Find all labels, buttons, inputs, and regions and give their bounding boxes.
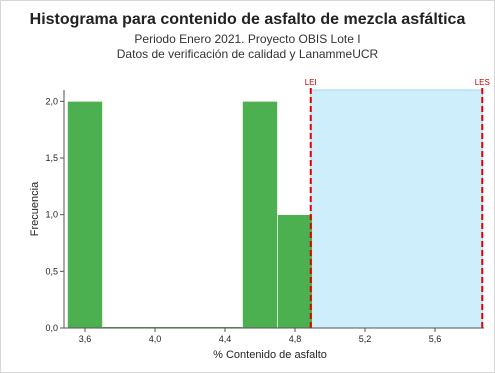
x-tick-label-4: 5,2 <box>359 334 372 344</box>
y-axis-label: Frecuencia <box>29 181 41 236</box>
limit-label-les: LES <box>475 78 490 87</box>
x-tick-label-2: 4,4 <box>219 334 232 344</box>
limit-label-lei: LEI <box>305 78 317 87</box>
chart-title: Histograma para contenido de asfalto de … <box>29 11 466 28</box>
x-tick-label-1: 4,0 <box>149 334 162 344</box>
y-tick-label-1: 0,5 <box>45 266 58 276</box>
histogram-bar-0 <box>67 101 103 329</box>
y-tick-label-0: 0,0 <box>45 323 58 333</box>
y-tick-label-3: 1,5 <box>45 153 58 163</box>
x-tick-label-5: 5,6 <box>429 334 442 344</box>
spec-zone-region <box>310 89 483 329</box>
chart-subtitle-2: Datos de verificación de calidad y Lanam… <box>116 47 379 61</box>
histogram-bar-5 <box>242 101 278 329</box>
x-axis-label: % Contenido de asfalto <box>213 349 327 361</box>
histogram-bar-6 <box>277 214 313 329</box>
x-tick-label-3: 4,8 <box>289 334 302 344</box>
x-tick-label-0: 3,6 <box>79 334 92 344</box>
y-tick-label-4: 2,0 <box>45 96 58 106</box>
chart-subtitle-1: Periodo Enero 2021. Proyecto OBIS Lote I <box>134 32 361 46</box>
y-tick-label-2: 1,0 <box>45 210 58 220</box>
